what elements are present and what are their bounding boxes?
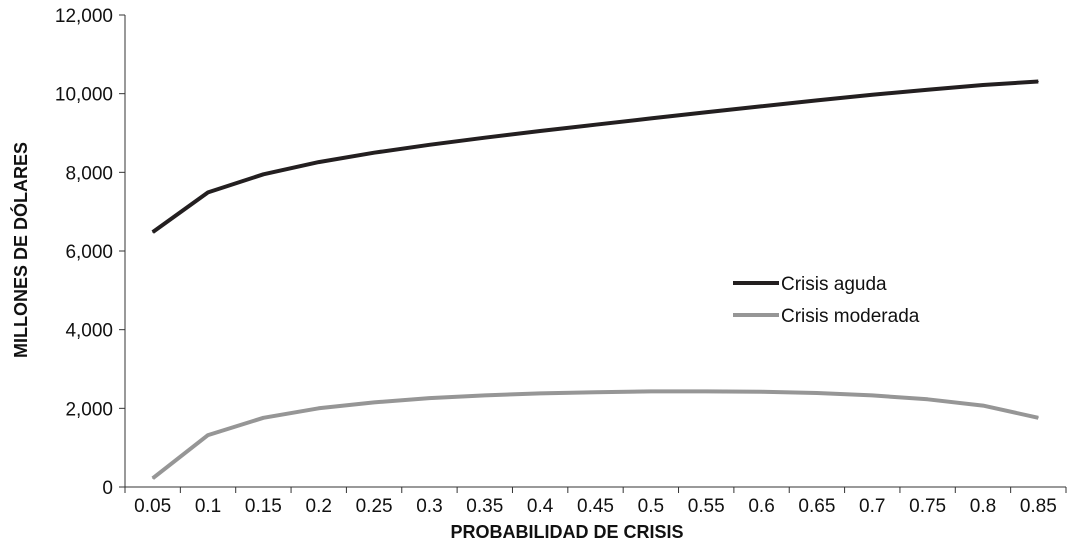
y-axis: 0 2,000 4,000 6,000 8,000 10,000 12,000	[55, 6, 126, 499]
data-point	[428, 144, 430, 146]
x-tick-label: 0.4	[527, 496, 554, 517]
data-point	[152, 231, 154, 233]
data-point	[982, 84, 984, 86]
data-point	[871, 394, 873, 396]
data-point	[816, 99, 818, 101]
x-tick-label: 0.35	[466, 496, 503, 517]
data-point	[373, 152, 375, 154]
data-point	[1037, 417, 1039, 419]
x-tick-label: 0.65	[798, 496, 835, 517]
data-point	[484, 137, 486, 139]
legend-label-crisis-moderada: Crisis moderada	[781, 306, 920, 327]
data-point	[262, 417, 264, 419]
data-point	[262, 173, 264, 175]
data-point	[152, 477, 154, 479]
x-tick-label: 0.25	[356, 496, 393, 517]
y-tick-label: 12,000	[55, 6, 113, 27]
x-tick-label: 0.15	[245, 496, 282, 517]
x-tick-label: 0.2	[306, 496, 332, 517]
x-tick-label: 0.1	[195, 496, 221, 517]
y-tick-label: 8,000	[65, 163, 113, 184]
data-point	[705, 390, 707, 392]
data-point	[318, 161, 320, 163]
data-point	[927, 89, 929, 91]
data-point	[428, 397, 430, 399]
x-tick-label: 0.45	[577, 496, 614, 517]
data-point	[595, 391, 596, 393]
data-point	[761, 105, 763, 107]
x-tick-label: 0.5	[638, 496, 664, 517]
data-point	[373, 401, 375, 403]
y-axis-title: MILLONES DE DÓLARES	[10, 142, 31, 358]
data-point	[816, 392, 818, 394]
y-tick-label: 0	[102, 478, 113, 499]
x-axis-title: PROBABILIDAD DE CRISIS	[450, 522, 683, 542]
x-axis: 0.05 0.1 0.15 0.2 0.25 0.3 0.35 0.4 0.45 0.5 0.55 0…	[124, 486, 1067, 517]
data-point	[761, 391, 763, 393]
data-point	[650, 117, 652, 119]
data-point	[1037, 80, 1039, 82]
series-line-crisis-aguda	[151, 79, 1039, 234]
x-tick-label: 0.55	[688, 496, 725, 517]
series-line-crisis-moderada	[151, 389, 1039, 480]
data-point	[484, 394, 486, 396]
y-tick-label: 4,000	[65, 321, 113, 342]
y-tick-label: 2,000	[65, 399, 113, 420]
legend-label-crisis-aguda: Crisis aguda	[781, 274, 887, 295]
data-point	[539, 392, 541, 394]
data-point	[871, 94, 873, 96]
data-point	[207, 434, 209, 436]
data-point	[207, 191, 209, 193]
data-point	[539, 130, 541, 132]
x-tick-label: 0.3	[416, 496, 442, 517]
legend: Crisis aguda Crisis moderada	[733, 274, 920, 327]
data-point	[595, 124, 596, 126]
y-tick-label: 6,000	[65, 242, 113, 263]
series-layer	[151, 79, 1039, 480]
data-point	[927, 398, 929, 400]
x-tick-label: 0.8	[970, 496, 996, 517]
x-tick-label: 0.7	[859, 496, 885, 517]
y-tick-label: 10,000	[55, 85, 113, 106]
data-point	[982, 405, 984, 407]
data-point	[705, 111, 707, 113]
x-tick-label: 0.85	[1020, 496, 1057, 517]
x-tick-label: 0.6	[748, 496, 774, 517]
data-point	[318, 407, 320, 409]
data-point	[650, 390, 652, 392]
x-tick-label: 0.05	[134, 496, 171, 517]
x-tick-label: 0.75	[909, 496, 946, 517]
